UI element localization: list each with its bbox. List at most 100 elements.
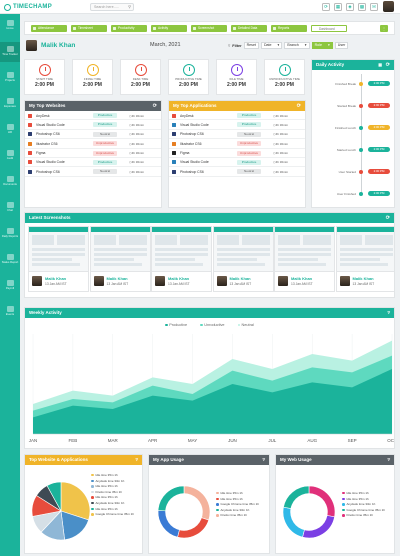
mail-icon[interactable]: ✉ xyxy=(370,3,378,11)
legend-item[interactable]: Anydesk time 33m 1h xyxy=(91,479,134,485)
legend-item[interactable]: Anydesk time 33m 1h xyxy=(342,502,385,508)
screenshot-card[interactable]: Malik Khan 13 Jan AM IST xyxy=(212,226,274,292)
legend-item[interactable]: Idle time 35m 1h xyxy=(216,491,259,497)
activity-time: 2:00 PM xyxy=(368,190,390,196)
screenshot-card[interactable]: Malik Khan 13 Jan AM IST xyxy=(89,226,151,292)
list-item[interactable]: Photoshop CS6 Neutral 4h 30min xyxy=(169,130,305,140)
tab-detailed-data[interactable]: Detailed Data xyxy=(231,25,267,32)
list-item[interactable]: Photoshop CS6 Neutral 4h 30min xyxy=(25,167,161,177)
legend-item[interactable]: Idle time 35m 1h xyxy=(342,491,385,497)
screenshot-thumbnail[interactable] xyxy=(213,227,273,272)
list-item[interactable]: AnyDesk Productive 4h 30min xyxy=(25,111,161,121)
filter-icon[interactable]: ▿ xyxy=(387,310,390,316)
list-item[interactable]: Illustrator CS6 Unproductive 4h 30min xyxy=(169,139,305,149)
sidebar-item[interactable]: Status Report xyxy=(0,250,20,270)
filter-icon[interactable]: ▿ xyxy=(387,457,390,463)
legend-item[interactable]: Neutral xyxy=(237,323,254,327)
legend-item[interactable]: Idle time 35m 1h xyxy=(342,497,385,503)
list-item[interactable]: Illustrator CS6 Unproductive 4h 30min xyxy=(25,139,161,149)
list-item[interactable]: Visual Studio Code Productive 4h 30min xyxy=(25,158,161,168)
sidebar-item[interactable]: Chat xyxy=(0,198,20,218)
sidebar-item[interactable]: Events xyxy=(0,302,20,322)
reset-button[interactable]: Reset xyxy=(243,42,259,49)
legend-item[interactable]: Google Chrome time 35m 1h xyxy=(91,512,134,518)
tab-productivity[interactable]: Productivity xyxy=(111,25,147,32)
legend-item[interactable]: Google Chrome time 35m 1h xyxy=(342,508,385,514)
list-item[interactable]: Visual Studio Code Productive 4h 30min xyxy=(169,158,305,168)
bell-icon[interactable]: ◈ xyxy=(346,3,354,11)
sidebar-item[interactable]: Home xyxy=(0,16,20,36)
screenshot-thumbnail[interactable] xyxy=(90,227,150,272)
sidebar-item[interactable]: Audit xyxy=(0,146,20,166)
legend-item[interactable]: Unroductive xyxy=(200,323,224,327)
legend-item[interactable]: Idle time 35m 1h xyxy=(91,507,134,513)
refresh-icon[interactable]: ⟳ xyxy=(322,3,330,11)
chevron-down-icon: ▾ xyxy=(327,43,330,47)
filter-icon[interactable]: ▿ xyxy=(228,42,231,48)
sidebar-item[interactable]: Payroll xyxy=(0,276,20,296)
refresh-icon[interactable]: ⟳ xyxy=(296,103,301,109)
user-dropdown[interactable]: User xyxy=(334,42,349,49)
tab-attendance[interactable]: Attendance xyxy=(31,25,67,32)
list-item[interactable]: Figma Unproductive 4h 30min xyxy=(169,149,305,158)
screenshot-thumbnail[interactable] xyxy=(336,227,394,272)
refresh-icon[interactable]: ⟳ xyxy=(152,103,157,109)
legend-item[interactable]: Idle time 35m 1h xyxy=(216,497,259,503)
screenshot-card[interactable]: Malik Khan 13 Jan AM IST xyxy=(28,226,89,292)
pie-slice[interactable] xyxy=(60,481,91,521)
legend-item[interactable]: Idle time 35m 1h xyxy=(91,484,134,490)
tab-activity[interactable]: Activity xyxy=(151,25,187,32)
calendar-icon[interactable]: ▦ xyxy=(378,62,382,67)
app-icon xyxy=(28,151,32,156)
sidebar-item[interactable]: Projects xyxy=(0,68,20,88)
tab-dashboard[interactable]: Dashboard xyxy=(311,25,347,32)
refresh-icon[interactable]: ⟳ xyxy=(385,215,390,221)
legend-item[interactable]: Idle time 35m 1h xyxy=(91,495,134,501)
role-dropdown[interactable]: Role ▾ xyxy=(311,42,333,49)
tab-reports[interactable]: Reports xyxy=(271,25,307,32)
list-item[interactable]: Photoshop CS6 Neutral 4h 30min xyxy=(169,167,305,177)
more-tabs-button[interactable]: ⋮ xyxy=(380,25,388,32)
sidebar-item[interactable]: HR xyxy=(0,120,20,140)
legend-item[interactable]: Anydesk time 33m 1h xyxy=(91,501,134,507)
refresh-icon[interactable]: ⟳ xyxy=(385,62,390,68)
legend-item[interactable]: Google Chrome time 35m 1h xyxy=(216,502,259,508)
legend-item[interactable]: Anydesk time 33m 1h xyxy=(216,508,259,514)
legend-item[interactable]: Firefox time 35m 1h xyxy=(342,513,385,519)
donut-hole xyxy=(290,493,328,531)
status-badge: Neutral xyxy=(93,131,117,137)
sidebar-item[interactable]: Daily Reports xyxy=(0,224,20,244)
list-item[interactable]: Figma Unproductive 4h 30min xyxy=(25,149,161,158)
list-item[interactable]: Visual Studio Code Productive 4h 30min xyxy=(169,120,305,130)
user-avatar[interactable] xyxy=(383,1,394,12)
legend-item[interactable]: Idle time 35m 1h xyxy=(91,473,134,479)
list-item[interactable]: AnyDesk Productive 4h 30min xyxy=(169,111,305,121)
sidebar-item[interactable]: Documents xyxy=(0,172,20,192)
screenshot-thumbnail[interactable] xyxy=(29,227,88,272)
pie-slice[interactable] xyxy=(46,481,62,512)
filter-icon[interactable]: ▿ xyxy=(262,457,265,463)
search-input[interactable]: Search here..... ⚲ xyxy=(90,3,134,11)
date-dropdown[interactable]: Date ▾ xyxy=(260,42,283,49)
legend-label: Idle time 35m 1h xyxy=(95,495,118,500)
brand-logo[interactable]: TIMECHAMP xyxy=(4,2,52,12)
list-item[interactable]: Visual Studio Code Productive 4h 30min xyxy=(25,120,161,130)
list-item[interactable]: Photoshop CS6 Neutral 4h 30min xyxy=(25,130,161,140)
branch-dropdown[interactable]: Branch ▾ xyxy=(284,42,310,49)
legend-item[interactable]: Firefox time 35m 1h xyxy=(216,513,259,519)
grid-icon[interactable]: ▩ xyxy=(358,3,366,11)
sidebar-item[interactable]: Expenses xyxy=(0,94,20,114)
screenshot-card[interactable]: Malik Khan 13 Jan AM IST xyxy=(151,226,212,292)
calendar-icon[interactable]: ▦ xyxy=(334,3,342,11)
screenshot-thumbnail[interactable] xyxy=(152,227,211,272)
screenshot-card[interactable]: Malik Khan 13 Jan AM IST xyxy=(274,226,335,292)
screenshot-card[interactable]: Malik Khan 13 Jan AM IST xyxy=(335,226,394,292)
legend-item[interactable]: Productive xyxy=(165,323,187,327)
activity-time: 2:00 PM xyxy=(368,80,390,86)
sidebar-item[interactable]: Time Tracker xyxy=(0,42,20,62)
legend-item[interactable]: Firefox time 35m 1h xyxy=(91,490,134,496)
tab-screenshot[interactable]: Screenshot xyxy=(191,25,227,32)
filter-icon[interactable]: ▿ xyxy=(135,457,138,463)
screenshot-thumbnail[interactable] xyxy=(275,227,334,272)
tab-timesheet[interactable]: Timesheet xyxy=(71,25,107,32)
